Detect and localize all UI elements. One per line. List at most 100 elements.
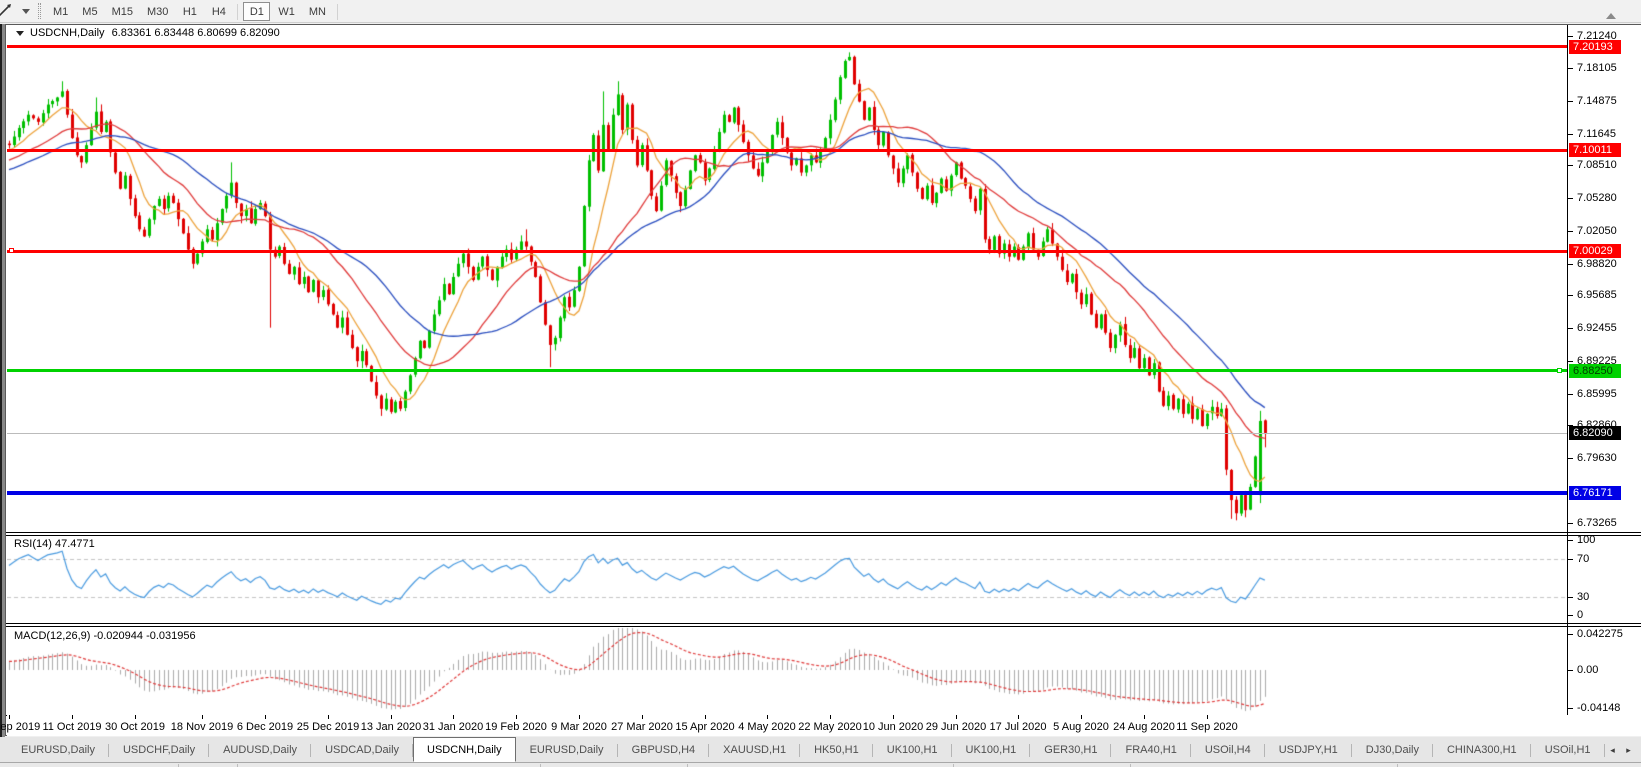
tab-usoil-h1[interactable]: USOil,H1 (1531, 738, 1605, 762)
axis-tick (1568, 295, 1573, 296)
axis-tick-label: 7.02050 (1577, 225, 1617, 237)
tab-eurusd-daily[interactable]: EURUSD,Daily (516, 738, 618, 762)
scroll-up-icon[interactable] (1606, 13, 1616, 19)
axis-tick-label: 100 (1577, 534, 1596, 546)
current-price-badge: 6.82090 (1569, 426, 1621, 440)
timeframe-button-h4[interactable]: H4 (211, 6, 226, 18)
tab-usdcnh-daily[interactable]: USDCNH,Daily (413, 737, 516, 762)
axis-tick-label: 7.11645 (1577, 128, 1616, 140)
axis-tick-label: 7.05280 (1577, 192, 1617, 204)
tab-dj30-daily[interactable]: DJ30,Daily (1352, 738, 1433, 762)
tab-divider (616, 744, 618, 757)
axis-tick (1568, 134, 1573, 135)
time-axis-label: 9 Mar 2020 (551, 721, 607, 733)
pane-separator[interactable] (6, 535, 1641, 536)
tab-divider (871, 744, 873, 757)
timeframe-button-m15[interactable]: M15 (111, 6, 133, 18)
timeframe-button-m30[interactable]: M30 (146, 6, 169, 18)
status-separator (1130, 764, 1131, 767)
chart-tabs: EURUSD,Daily USDCHF,Daily AUDUSD,Daily USDC… (7, 737, 1605, 762)
chart-title-bar: USDCNH,Daily 6.83361 6.83448 6.80699 6.8… (7, 25, 1567, 41)
time-axis-tick (516, 715, 517, 719)
axis-tick-label: 6.98820 (1577, 258, 1617, 270)
tab-divider (1263, 744, 1265, 757)
level-line-7.00029[interactable] (7, 250, 1567, 253)
level-handle-icon[interactable] (9, 248, 14, 253)
axis-tick (1568, 394, 1573, 395)
tab-scroll-right-icon[interactable]: ▸ (1626, 744, 1631, 755)
level-line-7.20193[interactable] (7, 45, 1567, 48)
level-line-6.76171[interactable] (7, 491, 1567, 495)
price-axis[interactable]: 7.21240 7.18105 7.14875 7.11645 7.08510 7.052… (1568, 25, 1641, 715)
tab-fra40-h1[interactable]: FRA40,H1 (1111, 738, 1191, 762)
axis-tick-label: 7.18105 (1577, 62, 1617, 74)
time-axis-label: 30 Oct 2019 (105, 721, 165, 733)
chart-ohlc-values: 6.83361 6.83448 6.80699 6.82090 (111, 27, 280, 39)
level-handle-icon[interactable] (1557, 368, 1562, 373)
tab-hk50-h1[interactable]: HK50,H1 (800, 738, 873, 762)
axis-tick (1568, 264, 1573, 265)
axis-tick (1568, 540, 1573, 541)
timeframe-button-m5[interactable]: M5 (82, 6, 98, 18)
level-price-badge: 7.10011 (1569, 143, 1621, 157)
axis-tick (1568, 101, 1573, 102)
tab-divider (412, 744, 414, 757)
axis-tick (1568, 523, 1573, 524)
time-axis-label: 23 Sep 2019 (0, 721, 41, 733)
tab-uk100-h1[interactable]: UK100,H1 (873, 738, 952, 762)
axis-tick (1568, 165, 1573, 166)
drawing-tool-icon[interactable] (0, 3, 16, 20)
time-axis-tick (579, 715, 580, 719)
tab-china300-h1[interactable]: CHINA300,H1 (1433, 738, 1531, 762)
toolbar-separator (336, 3, 338, 20)
timeframe-button-d1[interactable]: D1 (243, 2, 271, 21)
chart-collapse-caret-icon[interactable] (16, 30, 24, 36)
tab-uk100-h1[interactable]: UK100,H1 (952, 738, 1031, 762)
pane-separator[interactable] (6, 626, 1641, 627)
timeframe-button-mn[interactable]: MN (308, 6, 326, 18)
time-axis-tick (265, 715, 266, 719)
left-dock-strip (0, 24, 5, 767)
timeframe-button-w1[interactable]: W1 (278, 6, 295, 18)
tab-usoil-h4[interactable]: USOil,H4 (1191, 738, 1265, 762)
chart-tab-bar: EURUSD,Daily USDCHF,Daily AUDUSD,Daily USDC… (0, 737, 1641, 762)
time-axis-tick (956, 715, 957, 719)
time-axis-tick (767, 715, 768, 719)
pane-separator[interactable] (6, 532, 1641, 533)
axis-tick (1568, 634, 1573, 635)
pane-separator[interactable] (6, 623, 1641, 624)
time-axis-label: 31 Jan 2020 (422, 721, 484, 733)
axis-tick (1568, 361, 1573, 362)
tab-usdchf-daily[interactable]: USDCHF,Daily (109, 738, 210, 762)
time-axis-tick (391, 715, 392, 719)
tab-divider (1350, 744, 1352, 757)
tab-ger30-h1[interactable]: GER30,H1 (1030, 738, 1112, 762)
axis-tick (1568, 328, 1573, 329)
status-separator (953, 764, 954, 767)
toolbar-grip-handle[interactable] (38, 3, 41, 19)
level-price-badge: 7.20193 (1569, 40, 1621, 54)
tab-usdjpy-h1[interactable]: USDJPY,H1 (1265, 738, 1352, 762)
time-axis-tick (453, 715, 454, 719)
tab-audusd-daily[interactable]: AUDUSD,Daily (209, 738, 312, 762)
tool-dropdown-caret-icon[interactable] (22, 9, 30, 14)
axis-tick-label: 6.79630 (1577, 452, 1617, 464)
time-axis-label: 22 May 2020 (798, 721, 862, 733)
tab-eurusd-daily[interactable]: EURUSD,Daily (7, 738, 109, 762)
level-line-7.10011[interactable] (7, 149, 1567, 152)
time-axis-label: 6 Dec 2019 (236, 721, 294, 733)
tab-gbpusd-h4[interactable]: GBPUSD,H4 (618, 738, 710, 762)
status-separator (1397, 764, 1398, 767)
axis-tick-label: 6.92455 (1577, 322, 1617, 334)
tab-usdcad-daily[interactable]: USDCAD,Daily (311, 738, 414, 762)
timeframe-button-h1[interactable]: H1 (182, 6, 197, 18)
tab-scroll-left-icon[interactable]: ◂ (1610, 744, 1615, 755)
time-axis-label: 24 Aug 2020 (1113, 721, 1175, 733)
axis-tick (1568, 458, 1573, 459)
time-axis-label: 13 Jan 2020 (360, 721, 422, 733)
tab-xauusd-h1[interactable]: XAUUSD,H1 (709, 738, 801, 762)
timeframe-button-m1[interactable]: M1 (53, 6, 69, 18)
time-axis-tick (830, 715, 831, 719)
level-line-6.88250[interactable] (7, 369, 1567, 372)
